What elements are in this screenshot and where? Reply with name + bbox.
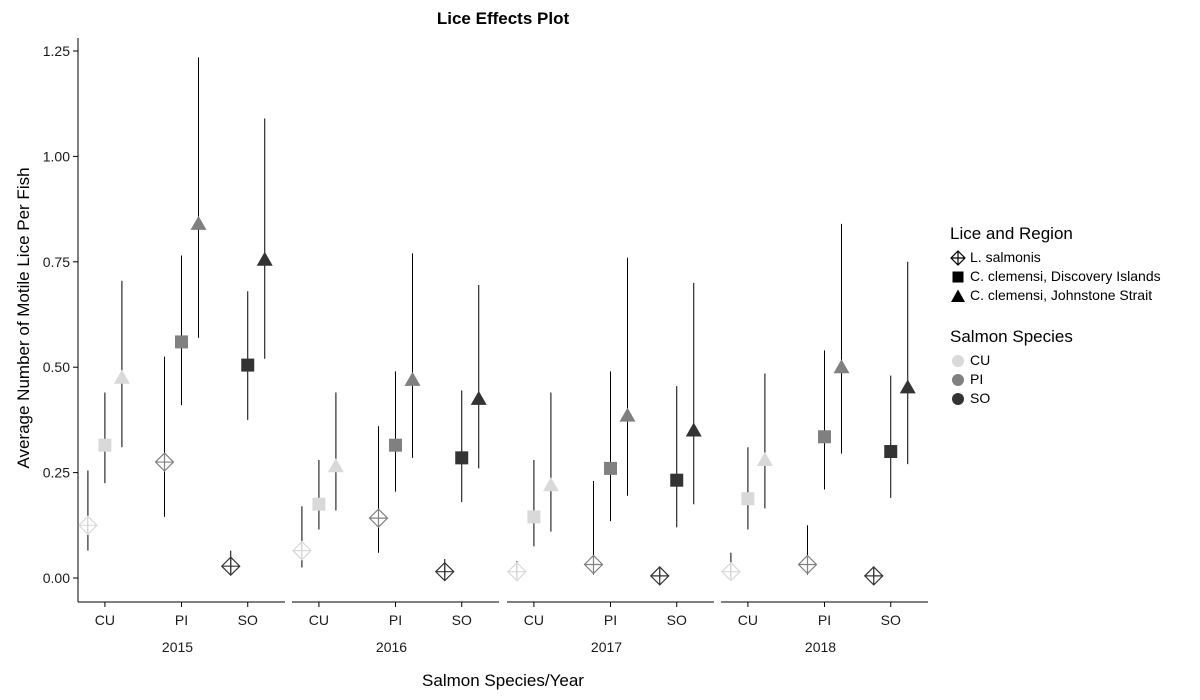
- point-diamond-plus: [507, 561, 527, 582]
- point-diamond-plus: [649, 566, 670, 586]
- point-square: [98, 438, 112, 452]
- x-tick-label-so: SO: [238, 612, 258, 628]
- point-square: [175, 335, 188, 349]
- x-axis-title: Salmon Species/Year: [422, 671, 584, 690]
- x-tick-label-pi: PI: [389, 612, 402, 628]
- legend-label: C. clemensi, Discovery Islands: [970, 268, 1161, 284]
- point-square: [741, 492, 755, 506]
- point-square: [818, 430, 831, 444]
- point-square: [455, 451, 469, 465]
- axes: 0.00 0.25 0.50 0.75 1.00 1.25 CU PI SO 2015 CU PI SO…: [43, 38, 928, 655]
- legend-item-johnstone-strait: C. clemensi, Johnstone Strait: [950, 286, 1195, 305]
- point-diamond-plus: [154, 452, 175, 472]
- y-tick-label: 0.75: [43, 254, 70, 270]
- point-diamond-plus: [78, 515, 98, 536]
- x-tick-label-pi: PI: [818, 612, 831, 628]
- legend-label: C. clemensi, Johnstone Strait: [970, 287, 1153, 303]
- point-triangle: [619, 407, 636, 422]
- legend-item-cu: CU: [950, 351, 1195, 370]
- legend-item-l-salmonis: L. salmonis: [950, 248, 1195, 267]
- legend-label: L. salmonis: [970, 249, 1041, 265]
- square-icon: [950, 269, 966, 285]
- point-triangle: [113, 369, 130, 384]
- y-tick-label: 1.00: [43, 148, 70, 164]
- point-diamond-plus: [797, 554, 818, 575]
- point-triangle: [256, 251, 273, 266]
- x-tick-label-cu: CU: [738, 612, 758, 628]
- point-triangle: [470, 390, 487, 405]
- legend-species-title: Salmon Species: [950, 327, 1073, 346]
- x-tick-label-cu: CU: [309, 612, 329, 628]
- point-triangle: [327, 458, 344, 473]
- point-diamond-plus: [220, 556, 241, 577]
- y-tick-label: 0.25: [43, 465, 70, 481]
- legend: Lice and Region L. salmonis C. clemensi,…: [950, 224, 1195, 408]
- diamond-plus-icon: [950, 249, 966, 266]
- point-square: [389, 438, 402, 452]
- legend-item-so: SO: [950, 389, 1195, 408]
- legend-item-pi: PI: [950, 370, 1195, 389]
- panel-label-2018: 2018: [805, 639, 836, 655]
- point-diamond-plus: [434, 561, 455, 582]
- x-tick-label-so: SO: [667, 612, 687, 628]
- point-triangle: [899, 379, 916, 394]
- point-triangle: [833, 359, 850, 374]
- point-diamond-plus: [721, 561, 741, 582]
- point-square: [527, 510, 541, 524]
- y-tick-label: 0.00: [43, 570, 70, 586]
- point-triangle: [542, 477, 559, 492]
- point-square: [670, 473, 684, 487]
- x-tick-label-pi: PI: [604, 612, 617, 628]
- point-diamond-plus: [583, 554, 604, 575]
- y-tick-label: 1.25: [43, 43, 70, 59]
- x-tick-label-so: SO: [452, 612, 472, 628]
- point-diamond-plus: [863, 566, 884, 586]
- point-triangle: [756, 451, 773, 466]
- point-square: [884, 445, 898, 459]
- point-square: [604, 461, 617, 475]
- legend-label: SO: [970, 390, 991, 406]
- x-tick-label-cu: CU: [95, 612, 115, 628]
- triangle-icon: [950, 288, 966, 304]
- lice-effects-plot: Lice Effects Plot Average Number of Moti…: [14, 9, 928, 690]
- panel-label-2015: 2015: [162, 639, 193, 655]
- point-triangle: [190, 215, 207, 230]
- panel-label-2016: 2016: [376, 639, 407, 655]
- point-diamond-plus: [368, 508, 389, 528]
- x-tick-label-pi: PI: [175, 612, 188, 628]
- panel-label-2017: 2017: [591, 639, 622, 655]
- y-axis-title: Average Number of Motile Lice Per Fish: [14, 167, 33, 468]
- point-square: [241, 358, 255, 372]
- point-triangle: [685, 422, 702, 437]
- circle-icon: [950, 353, 966, 369]
- x-tick-label-so: SO: [881, 612, 901, 628]
- y-tick-label: 0.50: [43, 359, 70, 375]
- legend-lice-title: Lice and Region: [950, 224, 1073, 243]
- circle-icon: [950, 372, 966, 388]
- point-diamond-plus: [292, 540, 312, 561]
- point-square: [312, 497, 326, 511]
- legend-item-discovery-islands: C. clemensi, Discovery Islands: [950, 267, 1195, 286]
- chart-title: Lice Effects Plot: [437, 9, 570, 28]
- legend-label: PI: [970, 371, 984, 387]
- point-triangle: [404, 371, 421, 386]
- circle-icon: [950, 391, 966, 407]
- legend-salmon-species: Salmon Species CU PI SO: [950, 327, 1195, 408]
- data-marks: [78, 57, 916, 586]
- x-tick-label-cu: CU: [524, 612, 544, 628]
- legend-lice-region: Lice and Region L. salmonis C. clemensi,…: [950, 224, 1195, 305]
- legend-label: CU: [970, 352, 991, 368]
